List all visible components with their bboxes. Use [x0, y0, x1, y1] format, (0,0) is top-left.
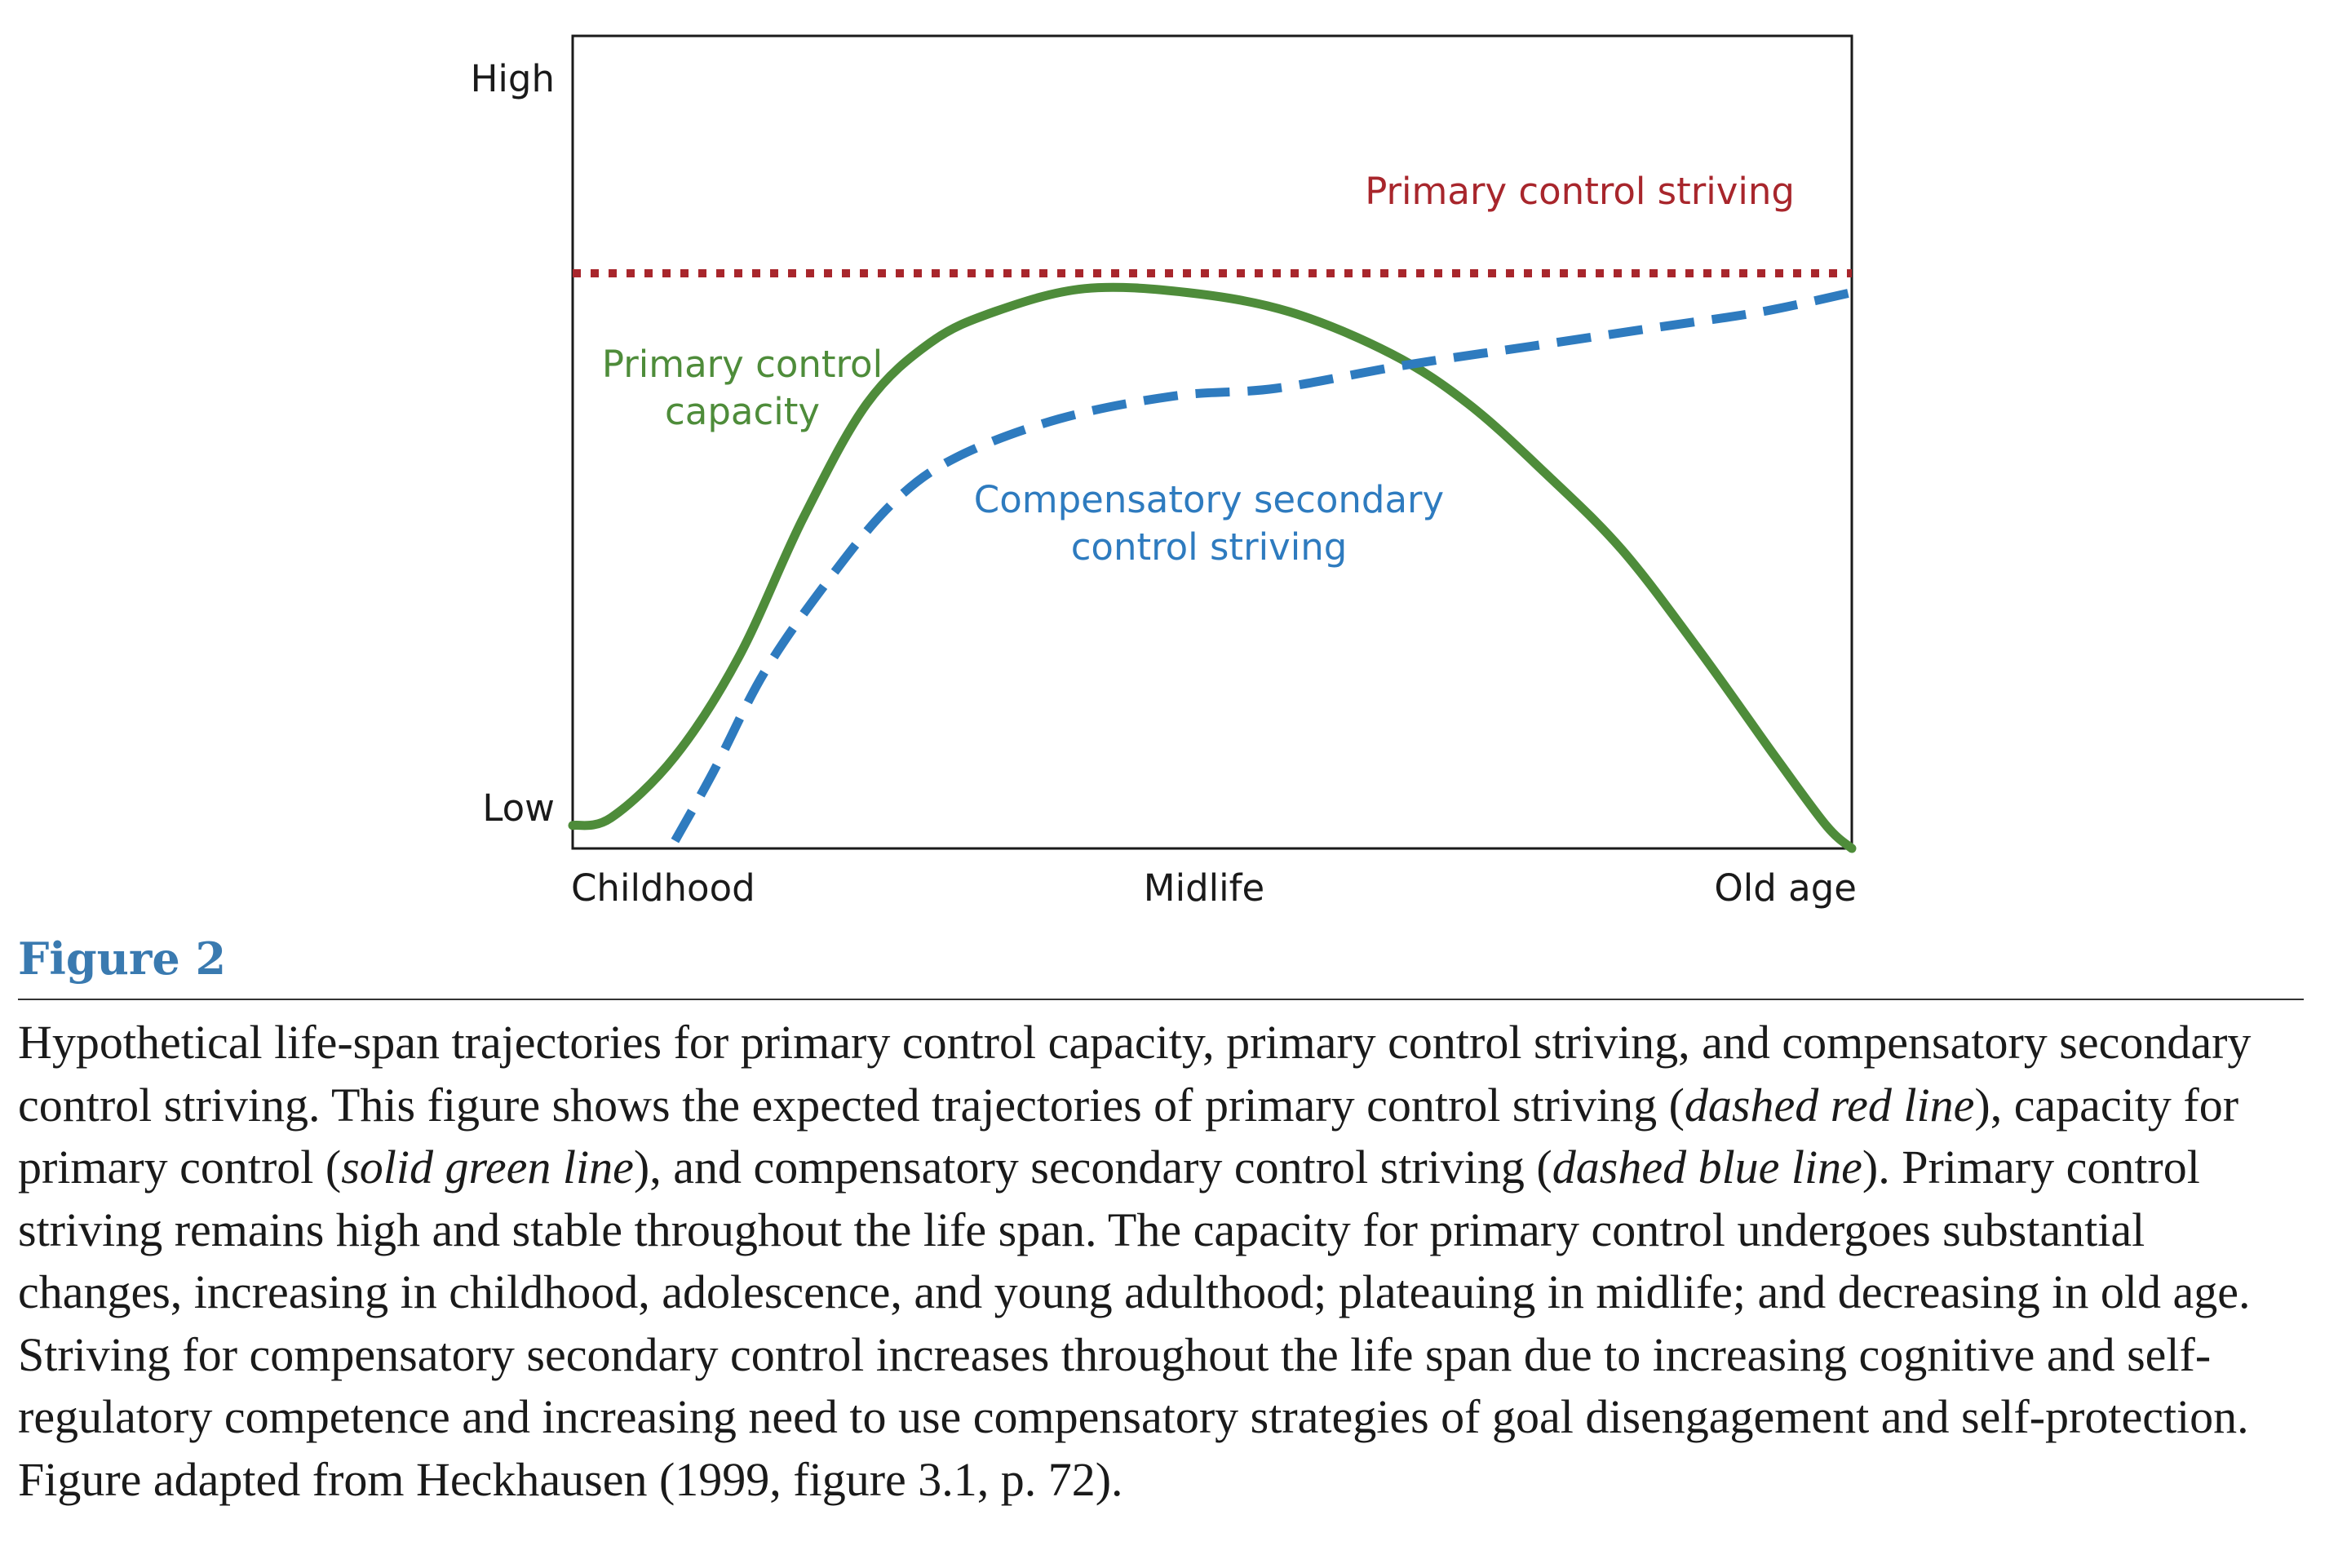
series-label-compensatory-line2: control striving — [1071, 525, 1348, 569]
caption-italic-green: solid green line — [341, 1141, 634, 1194]
caption-divider — [18, 999, 2304, 1000]
x-tick-midlife: Midlife — [1144, 866, 1264, 910]
caption-italic-blue: dashed blue line — [1552, 1141, 1862, 1194]
caption-part-3: ), and compensatory secondary control st… — [633, 1141, 1552, 1194]
series-layer — [568, 269, 1857, 853]
series-line-primary-control-capacity — [568, 282, 1857, 853]
plot-frame — [571, 34, 1853, 850]
figure-label: Figure 2 — [18, 932, 227, 985]
series-label-primary-control-striving: Primary control striving — [1365, 170, 1795, 213]
caption-part-1: Hypothetical life-span trajectories for … — [18, 1016, 2252, 1132]
caption-italic-red: dashed red line — [1684, 1078, 1975, 1132]
figure-caption: Hypothetical life-span trajectories for … — [18, 1012, 2304, 1511]
caption-part-2: ), capacity for primary control ( — [18, 1078, 2239, 1194]
y-tick-low: Low — [482, 786, 555, 830]
series-line-compensatory-secondary-control-striving — [671, 288, 1853, 844]
series-label-primary-control-capacity-line2: capacity — [665, 390, 820, 433]
lifespan-chart: High Low Childhood Midlife Old age Prima… — [471, 34, 1857, 910]
figure-caption-block: Figure 2 Hypothetical life-span trajecto… — [18, 930, 2304, 1511]
y-tick-high: High — [471, 57, 555, 100]
x-tick-old-age: Old age — [1714, 866, 1857, 910]
series-label-primary-control-capacity-line1: Primary control — [602, 343, 883, 386]
series-label-compensatory-line1: Compensatory secondary — [974, 478, 1444, 521]
caption-part-4: ). Primary control striving remains high… — [18, 1141, 2251, 1506]
x-tick-childhood: Childhood — [571, 866, 755, 910]
